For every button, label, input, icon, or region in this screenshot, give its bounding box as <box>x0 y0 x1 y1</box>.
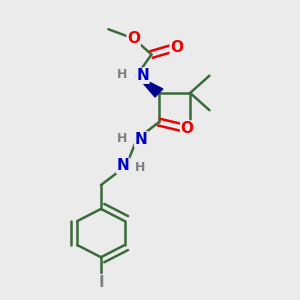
Text: N: N <box>117 158 130 173</box>
Text: O: O <box>127 31 140 46</box>
Text: H: H <box>135 161 146 174</box>
Text: O: O <box>181 121 194 136</box>
Text: I: I <box>98 275 104 290</box>
Polygon shape <box>136 76 163 97</box>
Text: N: N <box>136 68 149 83</box>
Text: N: N <box>135 132 148 147</box>
Text: H: H <box>117 132 128 145</box>
Text: O: O <box>170 40 183 55</box>
Text: H: H <box>117 68 127 81</box>
